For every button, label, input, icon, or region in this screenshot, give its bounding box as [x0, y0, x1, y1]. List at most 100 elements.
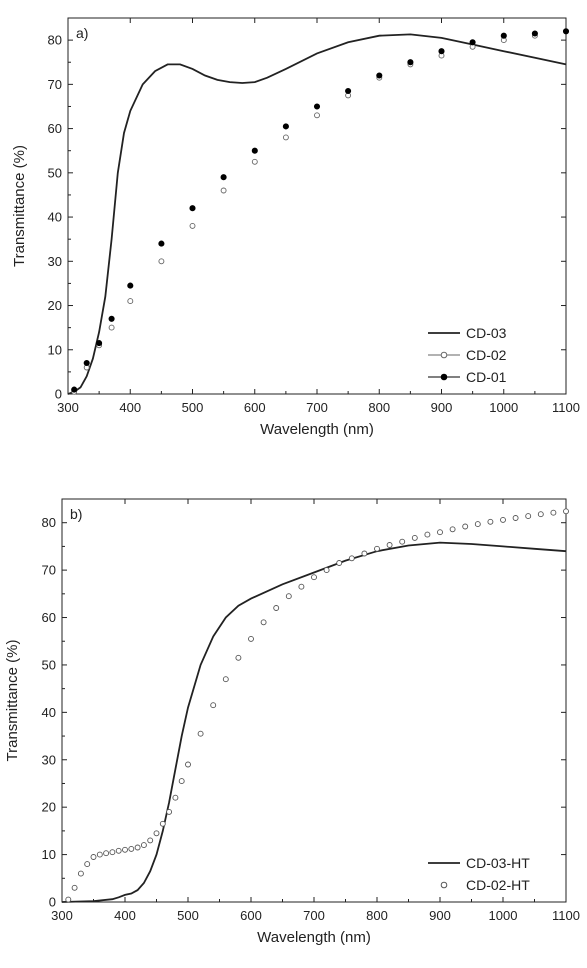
data-point — [282, 123, 289, 130]
data-point — [285, 593, 292, 600]
x-tick-label: 1000 — [489, 908, 518, 923]
y-tick-label: 0 — [49, 895, 56, 910]
legend-label: CD-03-HT — [466, 855, 530, 871]
data-point — [462, 523, 469, 530]
data-point — [197, 730, 204, 737]
data-point — [147, 837, 154, 844]
data-point — [222, 676, 229, 683]
x-tick-label: 800 — [366, 908, 388, 923]
series-cd-03 — [67, 33, 567, 395]
data-point — [127, 282, 134, 289]
data-point — [449, 526, 456, 533]
data-point — [399, 538, 406, 545]
data-point — [127, 298, 134, 305]
legend-entry: CD-03 — [428, 325, 507, 341]
data-point — [500, 516, 506, 523]
data-point — [96, 340, 103, 347]
legend-label: CD-02-HT — [466, 877, 530, 893]
data-point — [108, 324, 115, 331]
data-point — [251, 147, 258, 154]
panel-b: 300 400 500 600 700 800 900 1000 1100 0 10 20 30 40 50… — [4, 498, 580, 946]
y-tick-label: 70 — [48, 77, 62, 92]
y-tick-label: 40 — [42, 705, 56, 720]
x-tick-label: 400 — [114, 908, 136, 923]
x-tick-label: 400 — [119, 400, 141, 415]
x-tick-label: 800 — [368, 400, 390, 415]
data-point — [166, 808, 173, 815]
legend-marker-swatch — [440, 373, 448, 381]
y-tick-label: 70 — [42, 563, 56, 578]
data-point — [314, 112, 320, 119]
data-point — [103, 850, 110, 857]
data-point — [251, 158, 258, 165]
data-point — [128, 845, 135, 852]
y-tick-label: 20 — [42, 800, 56, 815]
data-point — [437, 529, 443, 536]
x-tick-label: 1100 — [552, 908, 580, 923]
data-point — [158, 240, 165, 247]
y-tick-label: 30 — [48, 254, 62, 269]
data-point — [189, 205, 196, 212]
y-tick-label: 50 — [48, 165, 62, 180]
panel-label: b) — [70, 506, 82, 522]
series-cd-01 — [71, 28, 570, 393]
data-point — [115, 847, 122, 854]
series-cd-03-ht — [61, 541, 567, 903]
data-point — [361, 550, 368, 557]
data-point — [537, 511, 544, 518]
data-point — [562, 28, 570, 35]
data-point — [273, 605, 280, 611]
data-point — [525, 513, 532, 520]
data-point — [386, 542, 393, 548]
series-line — [61, 541, 567, 903]
y-tick-label: 10 — [42, 847, 56, 862]
data-point — [77, 870, 84, 877]
data-point — [185, 761, 191, 768]
y-axis-title: Transmittance (%) — [4, 640, 21, 762]
data-point — [323, 567, 330, 574]
x-tick-label: 700 — [306, 400, 328, 415]
data-point — [424, 531, 431, 538]
data-point — [172, 794, 179, 801]
y-tick-label: 80 — [42, 515, 56, 530]
legend-label: CD-01 — [466, 369, 507, 385]
data-point — [438, 48, 445, 55]
x-axis-title: Wavelength (nm) — [257, 929, 371, 946]
data-point — [487, 518, 494, 525]
data-point — [153, 830, 160, 837]
data-point — [345, 87, 352, 95]
y-tick-label: 50 — [42, 657, 56, 672]
legend: CD-03 CD-02 CD-01 — [428, 325, 507, 385]
data-point — [210, 702, 217, 709]
x-tick-label: 300 — [57, 400, 79, 415]
data-point — [71, 386, 78, 393]
x-tick-label: 600 — [240, 908, 262, 923]
data-point — [260, 619, 267, 626]
data-point — [336, 560, 343, 566]
data-point — [65, 896, 72, 903]
legend-entry: CD-01 — [428, 369, 507, 385]
data-point — [311, 574, 317, 581]
x-tick-label: 300 — [51, 908, 73, 923]
data-point — [512, 515, 519, 521]
data-point — [220, 174, 227, 181]
data-point — [469, 39, 476, 46]
x-axis-title: Wavelength (nm) — [260, 421, 374, 438]
data-point — [109, 849, 116, 856]
data-point — [235, 654, 242, 661]
data-point — [500, 32, 507, 39]
legend-label: CD-03 — [466, 325, 507, 341]
plot-frame — [61, 498, 567, 903]
x-tick-label: 500 — [182, 400, 204, 415]
x-tick-label: 700 — [303, 908, 325, 923]
data-point — [71, 884, 78, 891]
legend-entry: CD-03-HT — [428, 855, 530, 871]
x-tick-label: 900 — [429, 908, 451, 923]
data-point — [158, 258, 165, 265]
y-tick-label: 60 — [48, 121, 62, 136]
y-axis-title: Transmittance (%) — [11, 145, 28, 267]
series-line — [67, 33, 567, 395]
x-tick-label: 900 — [431, 400, 453, 415]
data-point — [84, 861, 91, 868]
